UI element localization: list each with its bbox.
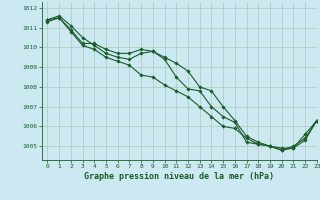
X-axis label: Graphe pression niveau de la mer (hPa): Graphe pression niveau de la mer (hPa) — [84, 172, 274, 181]
